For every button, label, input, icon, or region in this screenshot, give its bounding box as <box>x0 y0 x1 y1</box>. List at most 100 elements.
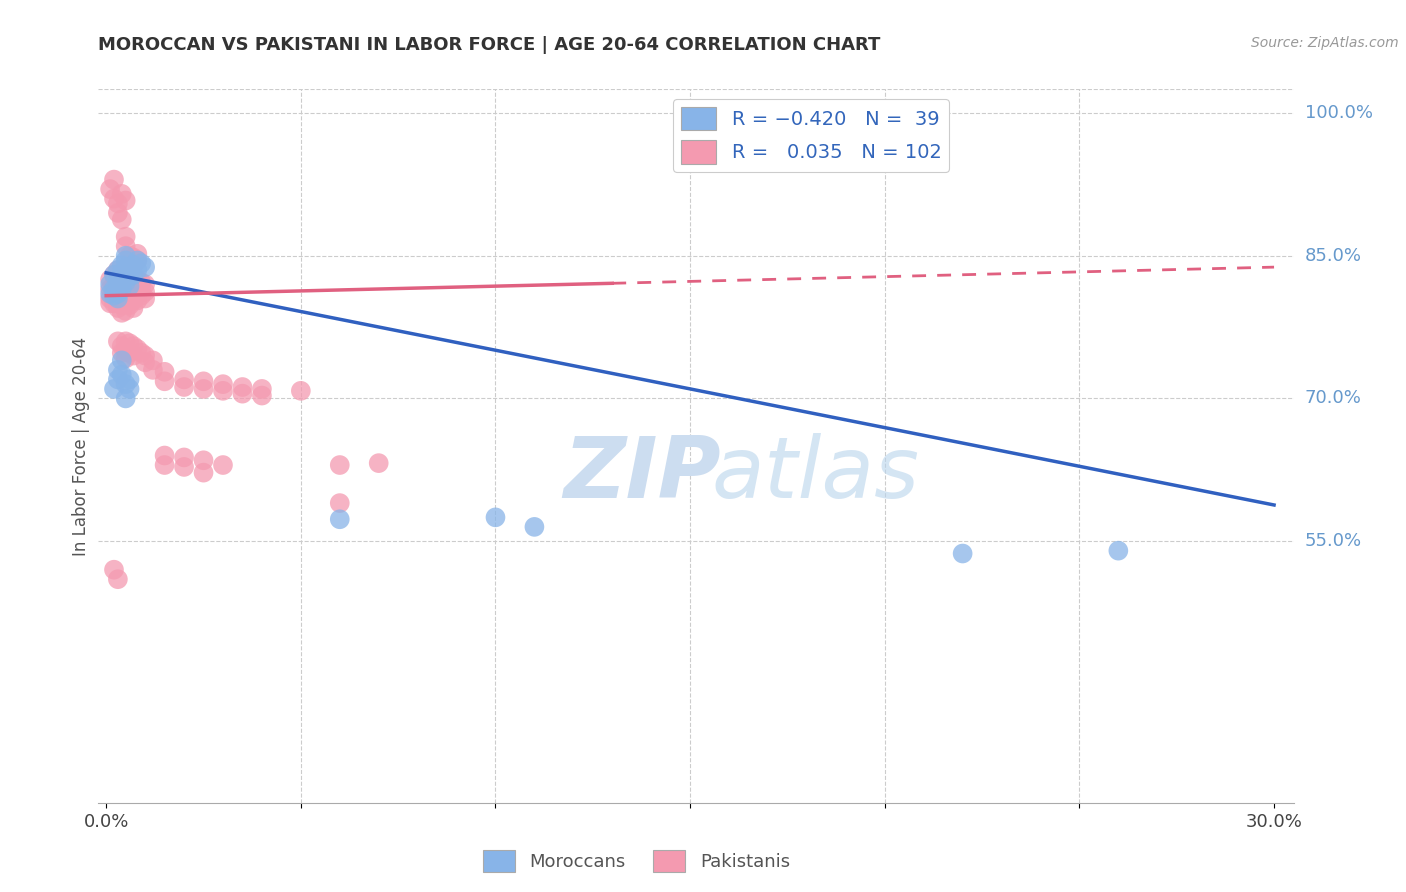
Point <box>250 382 273 396</box>
Point <box>111 285 134 299</box>
Point <box>107 272 129 286</box>
Point <box>103 563 125 577</box>
Point <box>111 345 134 359</box>
Point <box>329 496 352 510</box>
Point <box>107 206 129 220</box>
Point <box>114 296 136 310</box>
Text: 85.0%: 85.0% <box>1305 247 1361 265</box>
Point <box>114 229 136 244</box>
Point <box>107 286 129 301</box>
Text: MOROCCAN VS PAKISTANI IN LABOR FORCE | AGE 20-64 CORRELATION CHART: MOROCCAN VS PAKISTANI IN LABOR FORCE | A… <box>98 36 880 54</box>
Point <box>107 263 129 277</box>
Point <box>114 268 136 282</box>
Point <box>114 351 136 366</box>
Point <box>111 339 134 353</box>
Point <box>107 282 129 296</box>
Point <box>114 288 136 302</box>
Point <box>118 269 141 284</box>
Point <box>173 380 195 394</box>
Point <box>118 345 141 359</box>
Point <box>1107 543 1129 558</box>
Point <box>98 277 121 292</box>
Point <box>153 458 176 472</box>
Point <box>111 282 134 296</box>
Point <box>111 368 134 382</box>
Point <box>103 282 125 296</box>
Point <box>212 458 235 472</box>
Point <box>122 258 145 272</box>
Point <box>122 279 145 293</box>
Point <box>107 277 129 292</box>
Point <box>114 194 136 208</box>
Point <box>98 286 121 301</box>
Point <box>114 304 136 318</box>
Point <box>212 377 235 392</box>
Point <box>114 249 136 263</box>
Point <box>129 256 152 270</box>
Point <box>329 512 352 526</box>
Point <box>129 345 152 359</box>
Point <box>212 384 235 398</box>
Point <box>122 269 145 284</box>
Point <box>142 363 165 377</box>
Point <box>193 374 215 388</box>
Point <box>118 382 141 396</box>
Point <box>111 298 134 312</box>
Point <box>142 353 165 368</box>
Point <box>484 510 506 524</box>
Point <box>107 196 129 211</box>
Point <box>122 293 145 308</box>
Point <box>127 263 149 277</box>
Point <box>114 272 136 286</box>
Point <box>107 292 129 306</box>
Point <box>111 212 134 227</box>
Point <box>134 349 156 363</box>
Point <box>118 256 141 270</box>
Point <box>118 285 141 299</box>
Point <box>107 572 129 586</box>
Point <box>153 365 176 379</box>
Point <box>98 272 121 286</box>
Point <box>111 292 134 306</box>
Point <box>111 272 134 286</box>
Point <box>329 458 352 472</box>
Point <box>952 547 974 561</box>
Point <box>127 272 149 286</box>
Point <box>134 292 156 306</box>
Point <box>114 239 136 253</box>
Point <box>127 293 149 308</box>
Point <box>111 306 134 320</box>
Point <box>107 301 129 315</box>
Point <box>103 382 125 396</box>
Point <box>107 296 129 310</box>
Point <box>134 260 156 274</box>
Point <box>98 182 121 196</box>
Point <box>118 268 141 282</box>
Point <box>122 286 145 301</box>
Point <box>103 268 125 282</box>
Point <box>114 334 136 349</box>
Point <box>127 342 149 356</box>
Text: 100.0%: 100.0% <box>1305 104 1372 122</box>
Point <box>367 456 389 470</box>
Point <box>129 288 152 302</box>
Point <box>98 282 121 296</box>
Point <box>134 277 156 292</box>
Point <box>231 386 253 401</box>
Point <box>107 334 129 349</box>
Point <box>107 363 129 377</box>
Point <box>103 172 125 186</box>
Point <box>290 384 312 398</box>
Point <box>118 263 141 277</box>
Point <box>118 279 141 293</box>
Point <box>118 292 141 306</box>
Point <box>111 353 134 368</box>
Text: 55.0%: 55.0% <box>1305 533 1362 550</box>
Point <box>103 192 125 206</box>
Point <box>114 253 136 268</box>
Legend: Moroccans, Pakistanis: Moroccans, Pakistanis <box>475 843 797 880</box>
Point <box>173 459 195 474</box>
Point <box>107 263 129 277</box>
Point <box>114 343 136 358</box>
Point <box>103 288 125 302</box>
